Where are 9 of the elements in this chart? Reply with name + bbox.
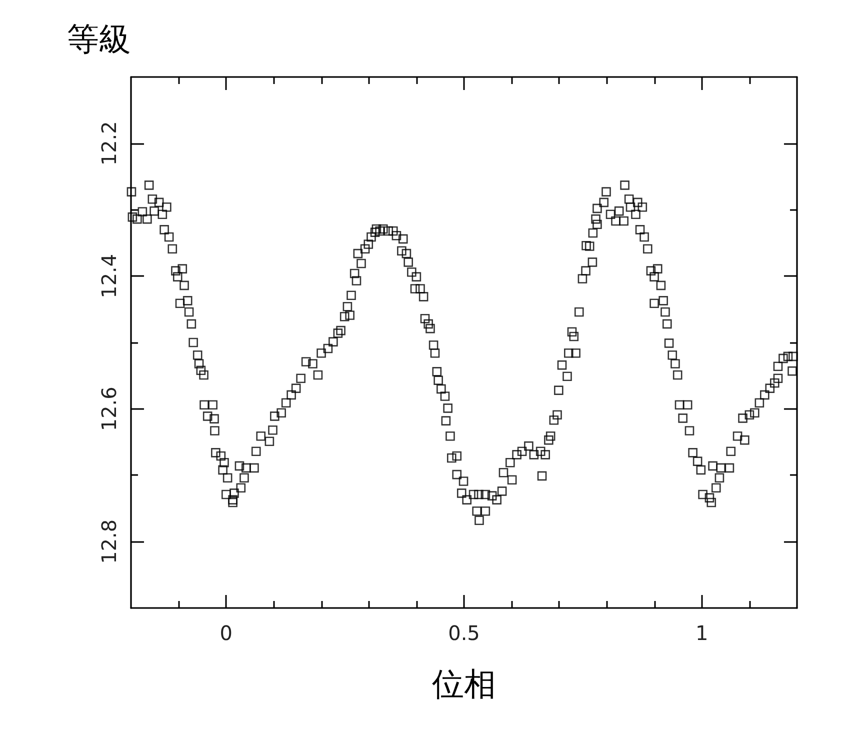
x-tick-label: 0.5: [448, 621, 480, 645]
x-axis-title: 位相: [432, 665, 496, 703]
x-tick-label: 0: [220, 621, 233, 645]
y-tick-label: 12.8: [97, 519, 121, 564]
y-axis-title: 等級: [67, 20, 131, 58]
y-tick-label: 12.4: [97, 254, 121, 298]
y-tick-label: 12.2: [97, 121, 121, 166]
x-tick-label: 1: [695, 621, 708, 645]
y-tick-label: 12.6: [97, 386, 121, 432]
